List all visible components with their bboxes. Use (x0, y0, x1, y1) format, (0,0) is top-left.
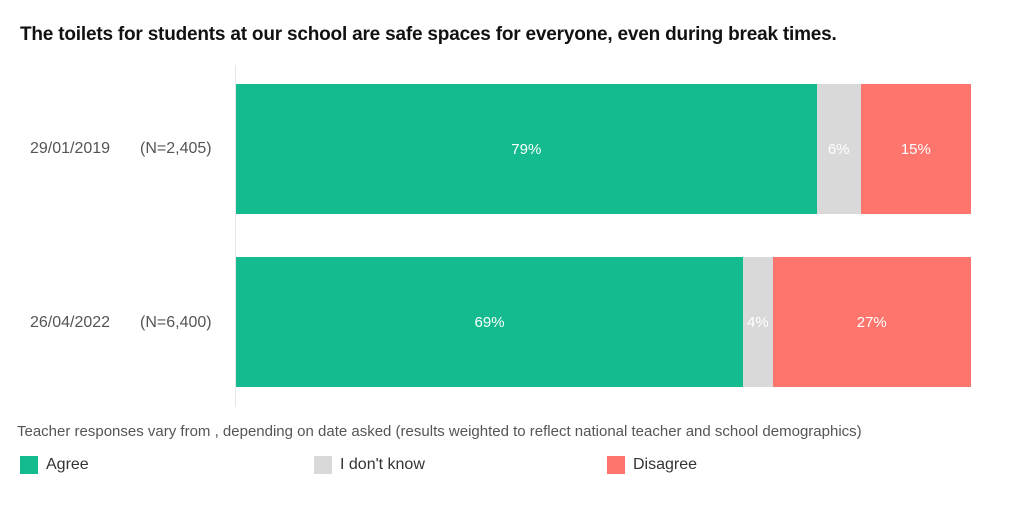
legend-label: I don't know (340, 456, 425, 473)
row-n: (N=2,405) (140, 140, 212, 157)
data-label: 27% (856, 313, 887, 331)
legend-item-dont-know: I don't know (314, 456, 425, 474)
legend-swatch (607, 456, 625, 474)
bar-segment-disagree: 27% (772, 257, 971, 387)
row-date: 26/04/2022 (30, 314, 111, 331)
row-n: (N=6,400) (140, 314, 212, 331)
legend-label: Agree (46, 456, 89, 473)
bar-segment-i-don-t-know: 6% (816, 84, 861, 214)
chart-note: Teacher responses vary from , depending … (17, 423, 862, 440)
category-axis-line (235, 65, 236, 407)
legend-label: Disagree (633, 456, 698, 473)
data-label: 69% (474, 313, 505, 331)
legend-swatch (314, 456, 332, 474)
data-label: 79% (511, 140, 542, 158)
data-label: 6% (827, 140, 850, 158)
bar-segment-disagree: 15% (860, 84, 971, 214)
stacked-bar-1: 69% 4% 27% (236, 257, 971, 387)
bar-segment-agree: 69% (236, 257, 744, 387)
data-label: 15% (900, 140, 931, 158)
bar-segment-agree: 79% (236, 84, 817, 214)
bar-segment-i-don-t-know: 4% (743, 257, 773, 387)
legend-item-agree: Agree (20, 456, 89, 474)
row-date: 29/01/2019 (30, 140, 111, 157)
data-label: 4% (746, 313, 769, 331)
legend-item-disagree: Disagree (607, 456, 697, 474)
chart-title: The toilets for students at our school a… (20, 24, 837, 45)
legend-swatch (20, 456, 38, 474)
stacked-bar-0: 79% 6% 15% (236, 84, 971, 214)
